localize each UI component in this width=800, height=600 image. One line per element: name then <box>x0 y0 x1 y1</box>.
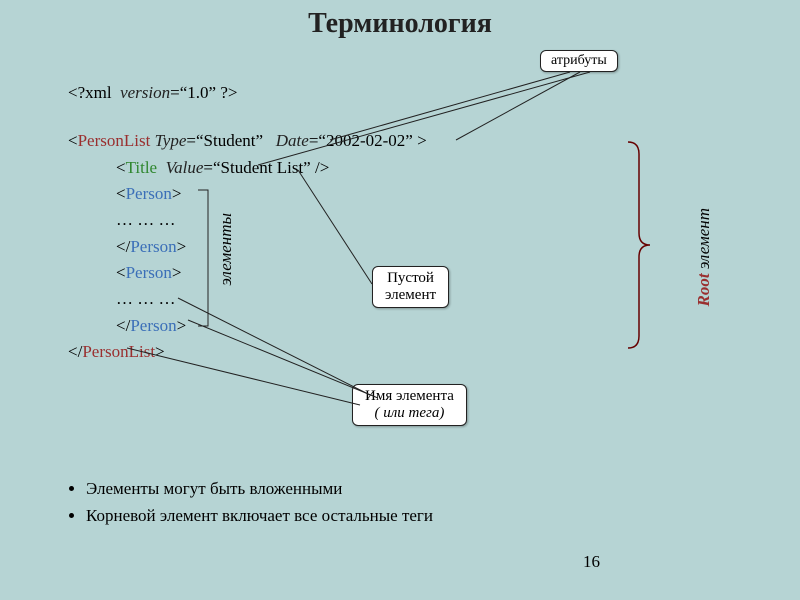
personlist-open: <PersonList Type=“Student” Date=“2002-02… <box>68 128 427 154</box>
person2-close: </Person> <box>68 313 427 339</box>
code-block: <?xml version=“1.0” ?> <PersonList Type=… <box>68 80 427 365</box>
callout-element-name: Имя элемента ( или тега) <box>352 384 467 426</box>
bullet-item: Элементы могут быть вложенными <box>86 475 433 502</box>
personlist-close: </PersonList> <box>68 339 427 365</box>
dots1: … … … <box>68 207 427 233</box>
label-elements: элементы <box>216 213 236 286</box>
callout-line: элемент <box>385 287 436 304</box>
person1-close: </Person> <box>68 234 427 260</box>
callout-empty-element: Пустой элемент <box>372 266 449 308</box>
bullet-item: Корневой элемент включает все остальные … <box>86 502 433 529</box>
bullet-list: Элементы могут быть вложенными Корневой … <box>68 475 433 529</box>
callout-line: Имя элемента <box>365 388 454 405</box>
callout-attributes: атрибуты <box>540 50 618 72</box>
callout-line: ( или тега) <box>365 405 454 422</box>
person1-open: <Person> <box>68 181 427 207</box>
page-number: 16 <box>583 552 600 572</box>
title-tag: <Title Value=“Student List” /> <box>68 155 427 181</box>
label-root-element: Root элемент <box>694 208 714 306</box>
callout-line: Пустой <box>385 270 436 287</box>
xml-declaration: <?xml version=“1.0” ?> <box>68 80 427 106</box>
page-title: Терминология <box>0 0 800 40</box>
